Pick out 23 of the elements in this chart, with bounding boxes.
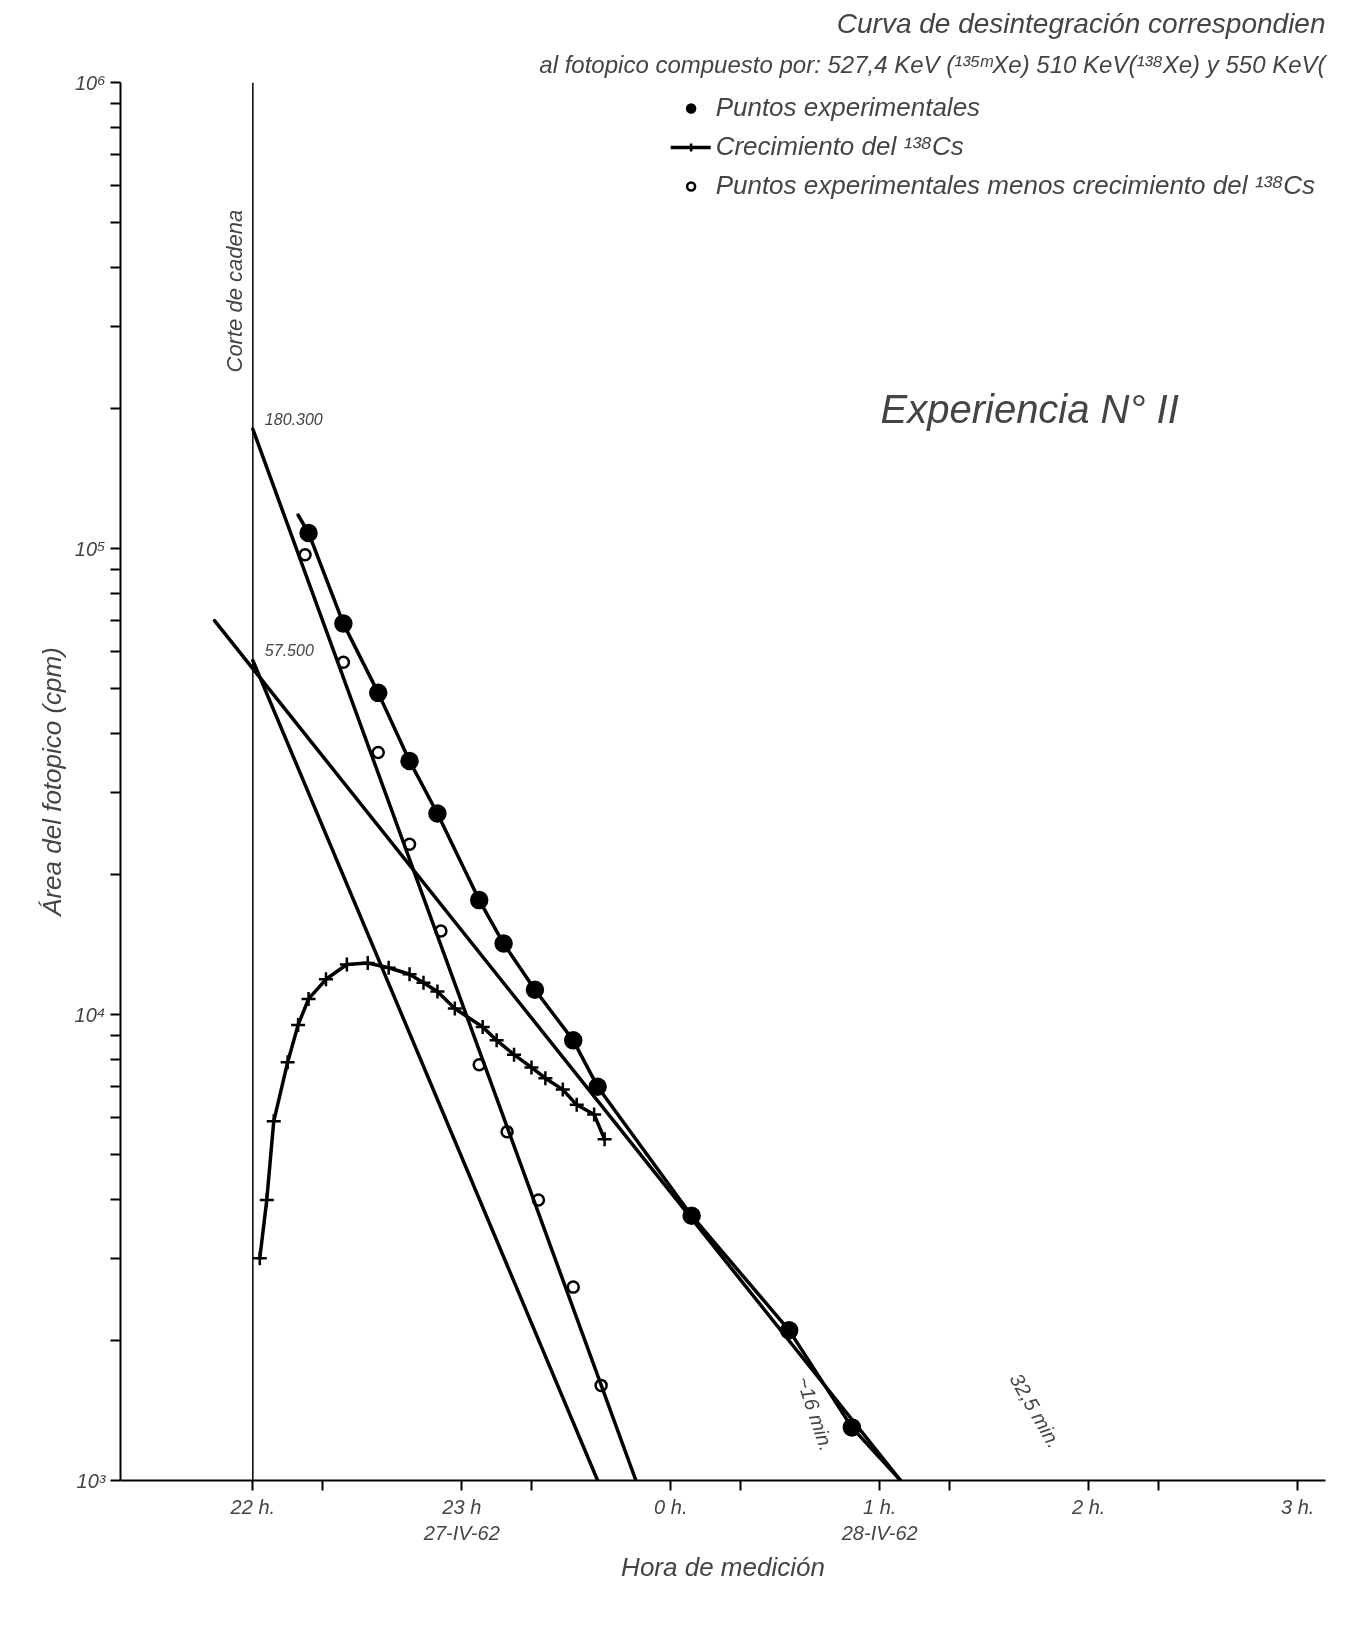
annotation: 180.300 xyxy=(264,411,323,429)
x-tick-label: 0 h. xyxy=(654,1495,688,1518)
y-tick-label: 10⁶ xyxy=(74,71,106,94)
x-tick-label: 23 h 27-IV-62 xyxy=(422,1495,500,1544)
y-tick-label: 10⁵ xyxy=(74,537,106,560)
ref-line-label: Corte de cadena xyxy=(221,209,247,373)
y-axis-title: Área del fotopico (cpm) xyxy=(36,647,67,918)
x-axis-title: Hora de medición xyxy=(621,1551,825,1582)
chart-title: Curva de desintegración correspondien xyxy=(836,7,1326,39)
x-tick-label: 22 h. xyxy=(229,1495,276,1518)
x-tick-label: 3 h. xyxy=(1280,1495,1315,1518)
x-tick-label: 1 h. 28-IV-62 xyxy=(840,1495,918,1544)
y-tick-label: 10⁴ xyxy=(74,1003,106,1026)
y-tick-label: 10³ xyxy=(76,1469,107,1492)
annotation: 32,5 min. xyxy=(1005,1369,1066,1452)
legend-label: Crecimiento del ¹³⁸Cs xyxy=(715,131,964,162)
chart-subtitle: al fotopico compuesto por: 527,4 KeV (¹³⁵ᵐXe) 510 KeV(¹³⁸Xe) y 550 KeV( xyxy=(539,50,1329,78)
legend-label: Puntos experimentales menos crecimiento del ¹³⁸Cs xyxy=(715,170,1315,201)
annotation: Experiencia N° II xyxy=(880,386,1179,431)
annotation: ~16 min. xyxy=(792,1373,838,1454)
legend-label: Puntos experimentales xyxy=(715,92,981,123)
x-tick-label: 2 h. xyxy=(1071,1495,1106,1518)
annotation: 57.500 xyxy=(264,642,314,660)
